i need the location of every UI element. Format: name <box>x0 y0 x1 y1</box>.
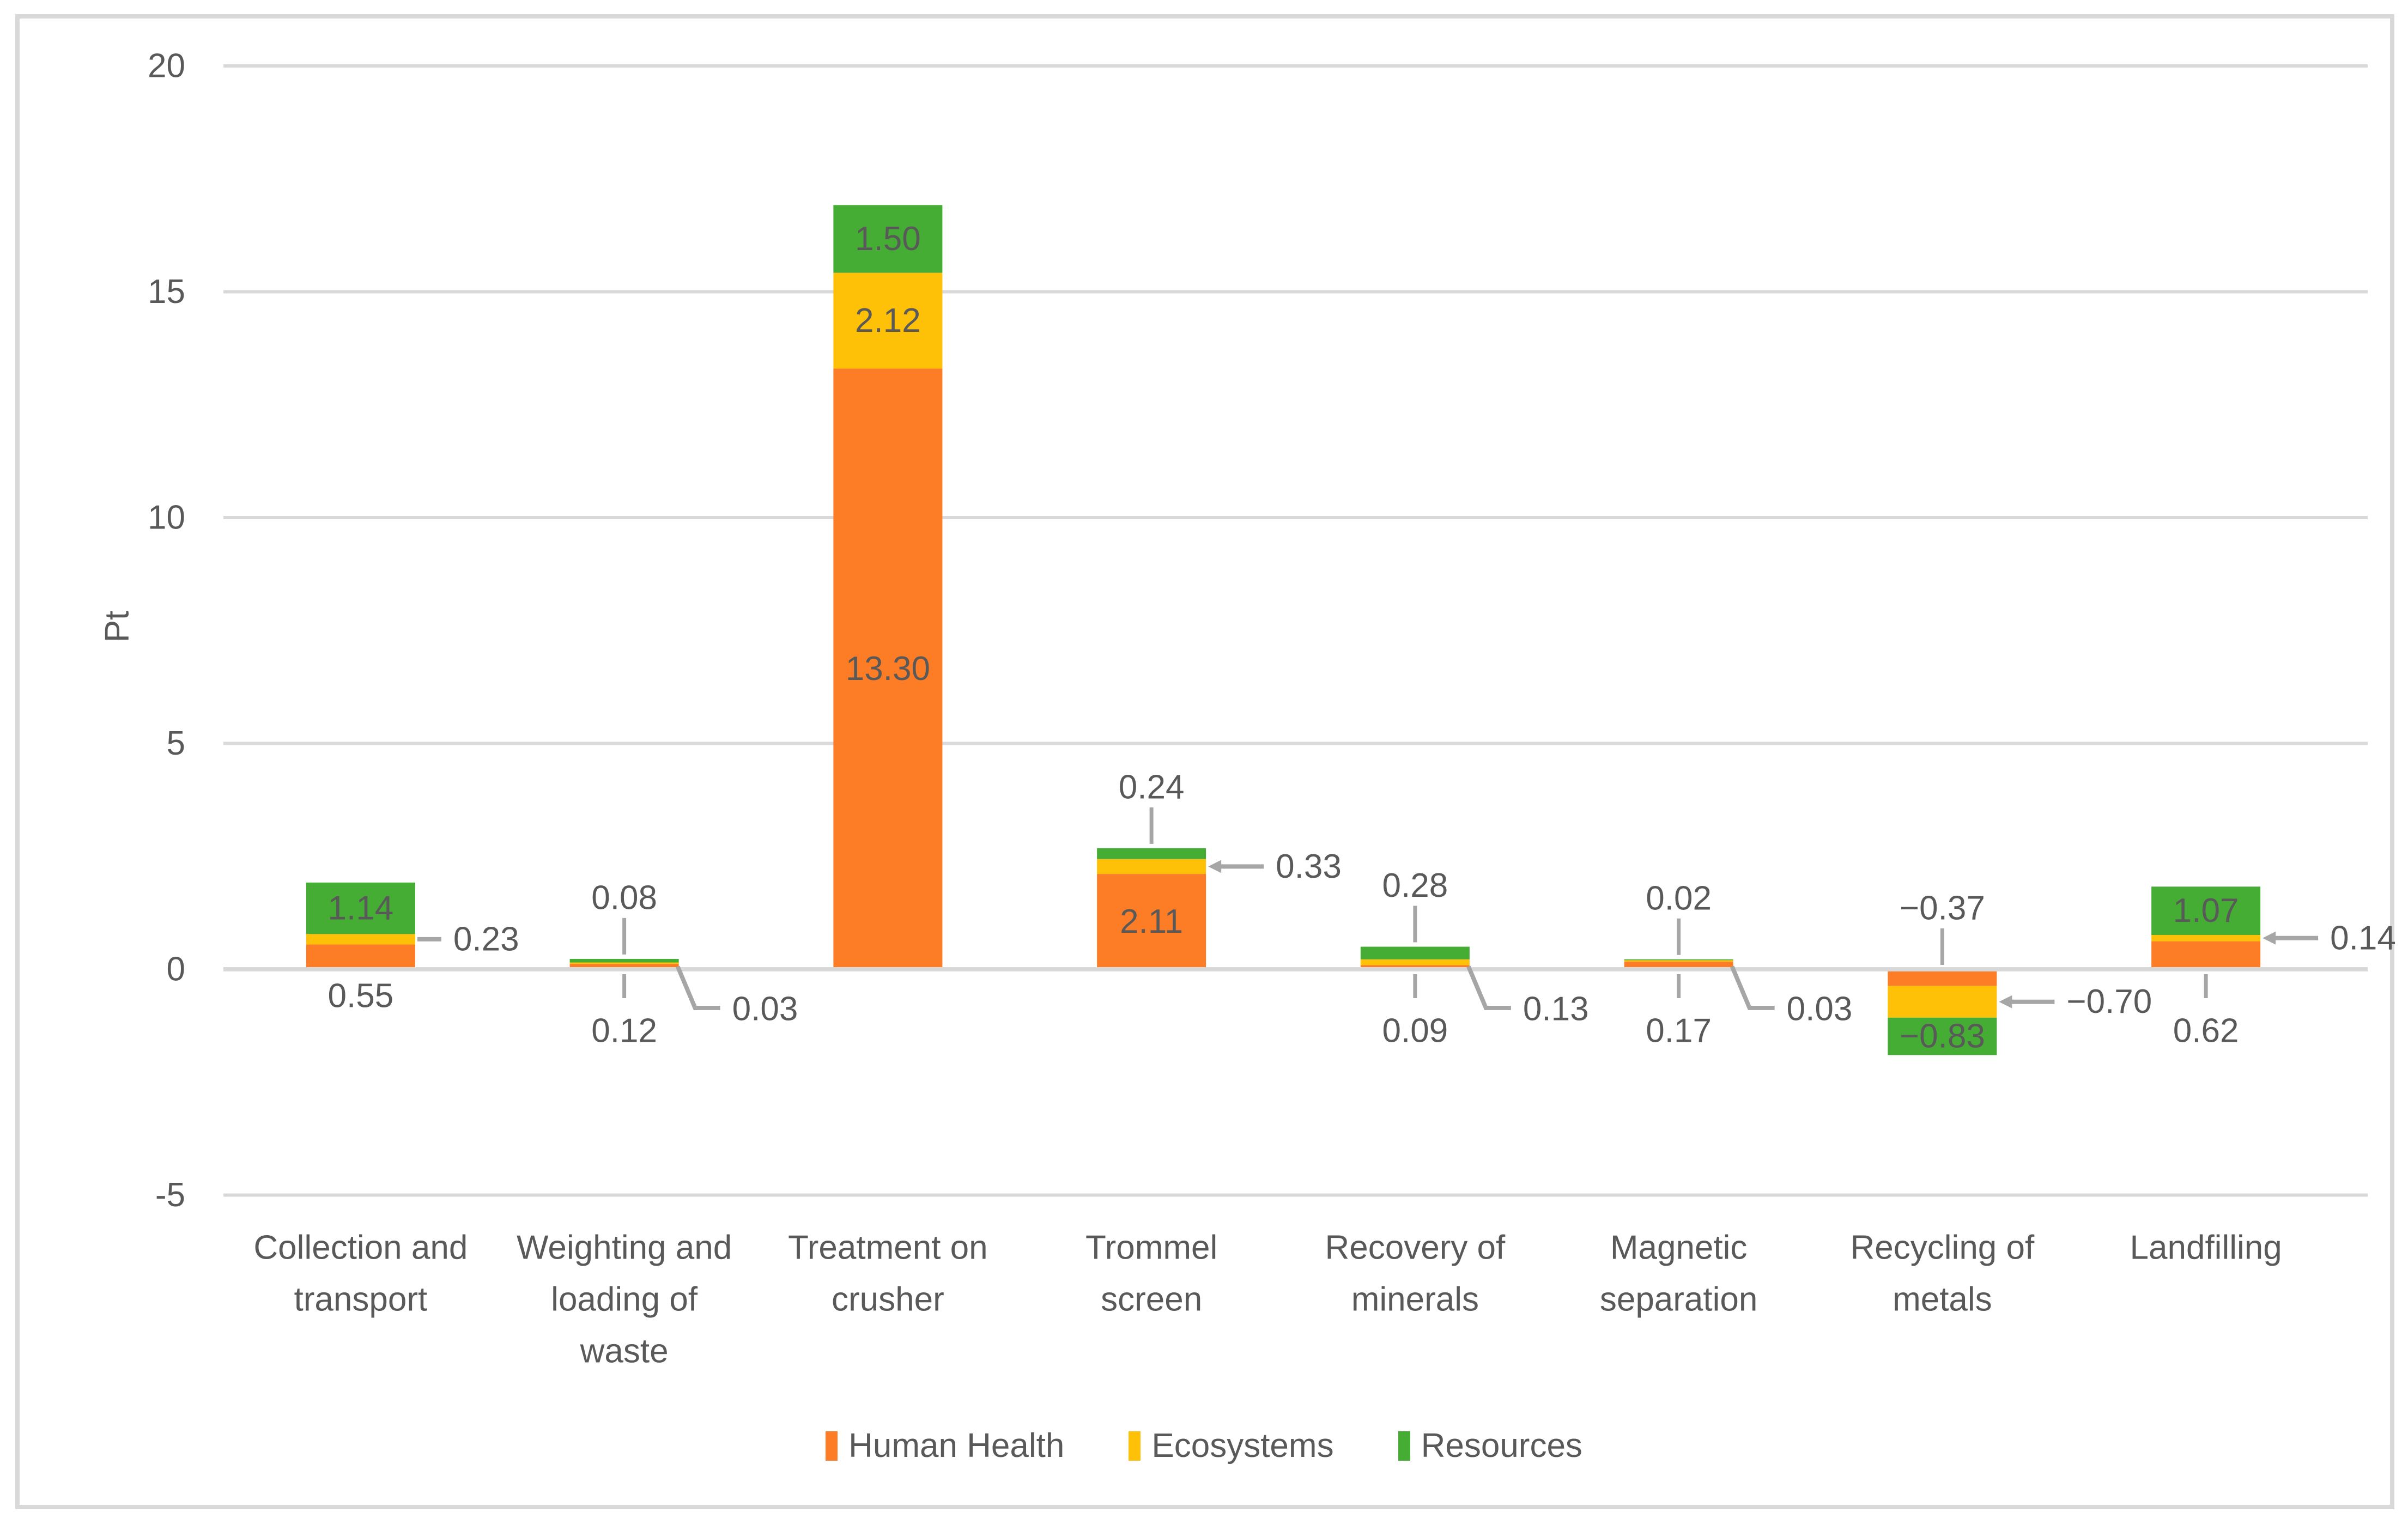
category-label-2-line-1: crusher <box>832 1281 944 1319</box>
bar-segment-ecosystems-1 <box>569 962 679 964</box>
bar-segment-ecosystems-7 <box>2151 934 2261 941</box>
data-label-ecosystems-2: 2.12 <box>855 302 921 339</box>
bar-segment-human-health-7 <box>2151 941 2261 969</box>
bar-segment-resources-4 <box>1360 946 1470 959</box>
y-tick-label-10: 10 <box>148 499 185 537</box>
category-label-6-line-1: metals <box>1893 1281 1992 1319</box>
data-label-ecosystems-3: 0.33 <box>1276 848 1342 885</box>
y-tick-label-5: 5 <box>167 725 185 762</box>
category-label-6-line-0: Recycling of <box>1851 1229 2035 1267</box>
category-label-1-line-2: waste <box>580 1333 669 1370</box>
category-label-0-line-1: transport <box>294 1281 428 1319</box>
data-label-ecosystems-1: 0.03 <box>732 991 798 1028</box>
data-label-resources-4: 0.28 <box>1382 867 1448 904</box>
data-label-human-health-1: 0.12 <box>591 1012 657 1050</box>
category-label-1-line-0: Weighting and <box>517 1229 732 1267</box>
bar-segment-ecosystems-5 <box>1624 960 1733 962</box>
data-label-human-health-2: 13.30 <box>846 650 930 688</box>
legend-label-human-health: Human Health <box>848 1427 1065 1465</box>
data-label-ecosystems-7: 0.14 <box>2330 919 2396 957</box>
data-label-human-health-5: 0.17 <box>1646 1012 1712 1050</box>
legend-swatch-resources <box>1398 1431 1410 1461</box>
category-label-7-line-0: Landfilling <box>2130 1229 2282 1267</box>
bar-segment-ecosystems-3 <box>1097 859 1206 874</box>
leader-data-label-ecosystems-1 <box>675 965 720 1010</box>
bar-segment-ecosystems-6 <box>1888 986 1997 1018</box>
data-label-human-health-6: −0.37 <box>1900 890 1985 927</box>
data-label-human-health-4: 0.09 <box>1382 1012 1448 1050</box>
data-label-resources-7: 1.07 <box>2173 892 2239 929</box>
category-label-5-line-1: separation <box>1600 1281 1758 1319</box>
category-label-3-line-1: screen <box>1101 1281 1202 1319</box>
category-label-0-line-0: Collection and <box>253 1229 468 1267</box>
category-label-2-line-0: Treatment on <box>788 1229 987 1267</box>
leader-arrowhead-data-label-ecosystems-7 <box>2263 931 2276 945</box>
bar-segment-resources-5 <box>1624 959 1733 961</box>
bar-segment-ecosystems-0 <box>306 934 415 945</box>
data-label-human-health-7: 0.62 <box>2173 1012 2239 1050</box>
category-label-1-line-1: loading of <box>551 1281 698 1319</box>
data-label-ecosystems-4: 0.13 <box>1523 991 1589 1028</box>
y-axis-title: Pt <box>99 611 136 643</box>
legend-item-ecosystems: Ecosystems <box>1129 1427 1334 1465</box>
data-label-resources-1: 0.08 <box>591 879 657 916</box>
data-label-ecosystems-0: 0.23 <box>453 920 519 958</box>
y-tick-label-20: 20 <box>148 47 185 85</box>
data-label-resources-0: 1.14 <box>328 890 394 927</box>
legend-item-resources: Resources <box>1398 1429 1582 1463</box>
chart-border <box>15 14 2394 1509</box>
data-label-ecosystems-6: −0.70 <box>2066 983 2152 1020</box>
data-label-resources-5: 0.02 <box>1646 879 1712 917</box>
data-label-resources-3: 0.24 <box>1119 768 1185 806</box>
data-label-human-health-0: 0.55 <box>328 977 394 1015</box>
bar-segment-resources-0 <box>306 882 415 934</box>
chart-legend: Human Health Ecosystems Resources <box>0 1413 2408 1479</box>
category-label-4-line-1: minerals <box>1351 1281 1479 1319</box>
leader-arrowhead-data-label-ecosystems-6 <box>1999 995 2012 1008</box>
data-label-resources-6: −0.83 <box>1900 1018 1985 1055</box>
category-label-4-line-0: Recovery of <box>1325 1229 1506 1267</box>
bar-segment-resources-3 <box>1097 848 1206 859</box>
bar-segment-ecosystems-2 <box>833 272 943 369</box>
bar-segment-human-health-6 <box>1888 969 1997 986</box>
data-label-resources-2: 1.50 <box>855 220 921 258</box>
bar-segment-resources-6 <box>1888 1017 1997 1055</box>
y-tick-label--5: -5 <box>155 1176 185 1214</box>
legend-item-human-health: Human Health <box>826 1429 1064 1463</box>
category-label-3-line-0: Trommel <box>1085 1229 1217 1267</box>
bar-segment-human-health-1 <box>569 964 679 969</box>
y-tick-label-0: 0 <box>167 951 185 988</box>
legend-swatch-ecosystems <box>1129 1431 1141 1461</box>
bar-segment-human-health-0 <box>306 944 415 969</box>
category-label-5-line-0: Magnetic <box>1610 1229 1748 1267</box>
legend-label-resources: Resources <box>1421 1427 1582 1465</box>
legend-label-ecosystems: Ecosystems <box>1151 1427 1334 1465</box>
legend-swatch-human-health <box>826 1431 838 1461</box>
y-tick-label-15: 15 <box>148 273 185 311</box>
leader-data-label-ecosystems-4 <box>1466 965 1511 1010</box>
bar-segment-ecosystems-4 <box>1360 959 1470 965</box>
bar-segment-human-health-3 <box>1097 874 1206 969</box>
leader-arrowhead-data-label-ecosystems-3 <box>1208 860 1222 873</box>
bar-segment-resources-1 <box>569 958 679 963</box>
bar-segment-resources-7 <box>2151 886 2261 935</box>
data-label-human-health-3: 2.11 <box>1120 903 1183 940</box>
data-label-ecosystems-5: 0.03 <box>1787 991 1853 1028</box>
leader-data-label-ecosystems-5 <box>1730 965 1775 1010</box>
bar-segment-human-health-2 <box>833 368 943 970</box>
bar-segment-resources-2 <box>833 205 943 273</box>
